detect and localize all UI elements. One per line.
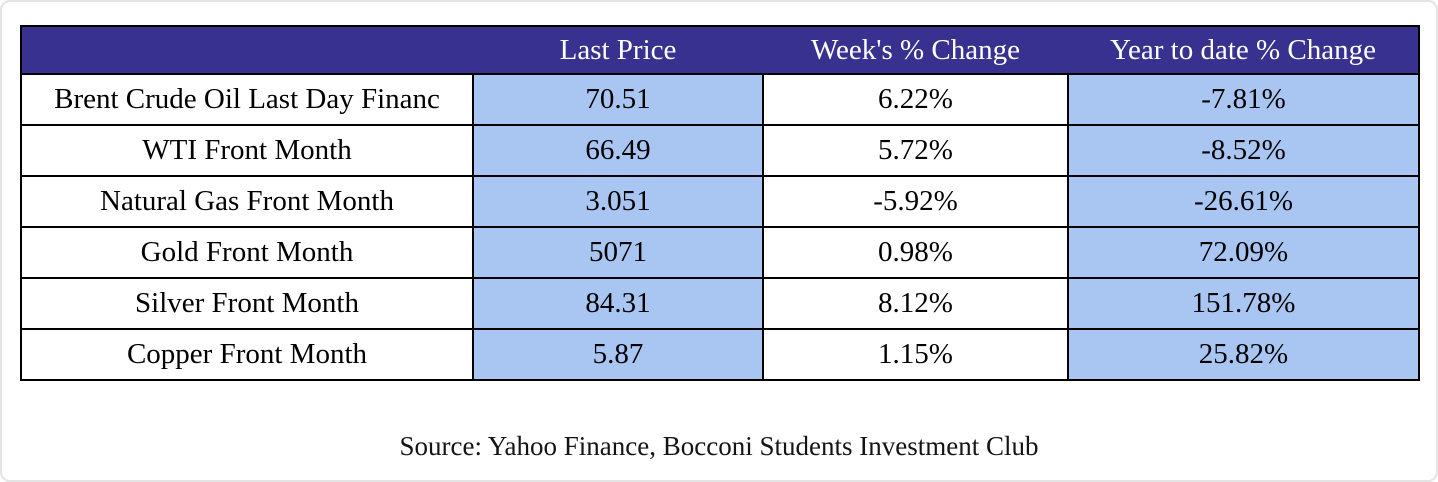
- header-cell-last-price: Last Price: [473, 26, 763, 75]
- ytd-change-value: 151.78%: [1067, 277, 1420, 330]
- table-header-row: Last Price Week's % Change Year to date …: [21, 26, 1419, 75]
- last-price-value: 5071: [472, 226, 764, 279]
- last-price-value: 66.49: [472, 124, 764, 177]
- ytd-change-value: 25.82%: [1067, 328, 1420, 381]
- row-label: WTI Front Month: [20, 124, 474, 177]
- table-row-copper: Copper Front Month 5.87 1.15% 25.82%: [20, 328, 1420, 381]
- header-cell-empty: [21, 26, 473, 75]
- ytd-change-value: -8.52%: [1067, 124, 1420, 177]
- last-price-value: 70.51: [472, 73, 764, 126]
- table-row-wti: WTI Front Month 66.49 5.72% -8.52%: [20, 124, 1420, 177]
- last-price-value: 5.87: [472, 328, 764, 381]
- ytd-change-value: 72.09%: [1067, 226, 1420, 279]
- table-row-brent: Brent Crude Oil Last Day Financ 70.51 6.…: [20, 73, 1420, 126]
- week-change-value: 6.22%: [762, 73, 1069, 126]
- row-label: Copper Front Month: [20, 328, 474, 381]
- last-price-value: 3.051: [472, 175, 764, 228]
- header-cell-week-change: Week's % Change: [763, 26, 1068, 75]
- source-caption: Source: Yahoo Finance, Bocconi Students …: [399, 431, 1039, 461]
- commodities-price-table: Last Price Week's % Change Year to date …: [20, 25, 1420, 381]
- week-change-value: 8.12%: [762, 277, 1069, 330]
- table-row-gold: Gold Front Month 5071 0.98% 72.09%: [20, 226, 1420, 279]
- week-change-value: 5.72%: [762, 124, 1069, 177]
- row-label: Gold Front Month: [20, 226, 474, 279]
- table-row-natural-gas: Natural Gas Front Month 3.051 -5.92% -26…: [20, 175, 1420, 228]
- week-change-value: 0.98%: [762, 226, 1069, 279]
- row-label: Natural Gas Front Month: [20, 175, 474, 228]
- row-label: Brent Crude Oil Last Day Financ: [20, 73, 474, 126]
- week-change-value: 1.15%: [762, 328, 1069, 381]
- last-price-value: 84.31: [472, 277, 764, 330]
- table-row-silver: Silver Front Month 84.31 8.12% 151.78%: [20, 277, 1420, 330]
- ytd-change-value: -7.81%: [1067, 73, 1420, 126]
- ytd-change-value: -26.61%: [1067, 175, 1420, 228]
- header-cell-ytd-change: Year to date % Change: [1068, 26, 1419, 75]
- row-label: Silver Front Month: [20, 277, 474, 330]
- week-change-value: -5.92%: [762, 175, 1069, 228]
